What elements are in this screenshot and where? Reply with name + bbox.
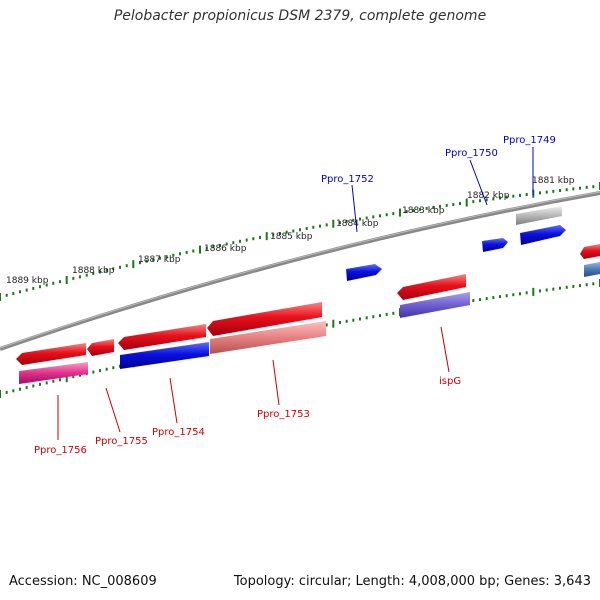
scale-label: 1885 kbp (270, 232, 313, 242)
gene-ispg-lavender-arrow[interactable] (400, 292, 470, 318)
genome-backbone (0, 191, 600, 351)
scale-label: 1884 kbp (336, 219, 379, 229)
accession-text: Accession: NC_008609 (9, 574, 157, 589)
gene-ppro-1750-arrow[interactable] (482, 238, 508, 252)
scale-labels: 1889 kbp 1888 kbp 1887 kbp 1886 kbp 1885… (6, 176, 575, 286)
label-ppro-1754[interactable]: Ppro_1754 (152, 427, 205, 438)
outer-scale-track (0, 182, 600, 301)
reverse-genes (16, 274, 470, 384)
leader-ppro-1752 (351, 184, 358, 233)
gene-edge-steel-arrow[interactable] (584, 262, 600, 277)
gene-ppro-1756-arrow[interactable] (16, 343, 86, 365)
gene-ppro-1755-arrow[interactable] (87, 339, 114, 356)
scale-label: 1881 kbp (532, 176, 575, 186)
scale-label: 1889 kbp (6, 276, 49, 286)
leader-lines (57, 147, 534, 440)
label-ppro-1756[interactable]: Ppro_1756 (34, 445, 87, 456)
scale-label: 1882 kbp (467, 191, 510, 201)
gene-ppro-1754-arrow[interactable] (118, 324, 206, 350)
leader-ppro-1754 (169, 377, 178, 424)
gene-ppro-1756-pink-arrow[interactable] (19, 362, 88, 384)
label-ppro-1750[interactable]: Ppro_1750 (445, 148, 498, 159)
gene-ppro-1749-arrow[interactable] (520, 225, 566, 245)
label-ppro-1752[interactable]: Ppro_1752 (321, 174, 374, 185)
leader-ppro-1755 (105, 387, 121, 433)
gene-ppro-1753-arrow[interactable] (207, 302, 322, 336)
scale-label: 1887 kbp (138, 255, 181, 265)
gene-ppro-1749-grey-arrow[interactable] (516, 206, 562, 225)
gene-ispg-arrow[interactable] (397, 274, 466, 300)
forward-genes (346, 206, 600, 281)
gene-ppro-1753-salmon-arrow[interactable] (210, 321, 326, 354)
scale-label: 1886 kbp (204, 244, 247, 254)
scale-label: 1888 kbp (72, 266, 115, 276)
label-ppro-1753[interactable]: Ppro_1753 (257, 409, 310, 420)
gene-labels: Ppro_1749 Ppro_1750 Ppro_1752 Ppro_1756 … (34, 135, 556, 456)
scale-label: 1883 kbp (402, 206, 445, 216)
map-title: Pelobacter propionicus DSM 2379, complet… (113, 8, 487, 24)
genome-backbone-highlight (0, 191, 600, 349)
label-ppro-1755[interactable]: Ppro_1755 (95, 436, 148, 447)
genome-summary-text: Topology: circular; Length: 4,008,000 bp… (233, 574, 591, 589)
leader-ispg (440, 326, 450, 373)
gene-ppro-1754-blue-arrow[interactable] (120, 342, 209, 369)
label-ispg[interactable]: ispG (439, 376, 461, 387)
label-ppro-1749[interactable]: Ppro_1749 (503, 135, 556, 146)
leader-ppro-1750 (469, 159, 488, 206)
gene-ppro-1752-arrow[interactable] (346, 264, 382, 281)
gene-edge-red-arrow[interactable] (580, 244, 600, 259)
leader-ppro-1753 (272, 359, 280, 406)
